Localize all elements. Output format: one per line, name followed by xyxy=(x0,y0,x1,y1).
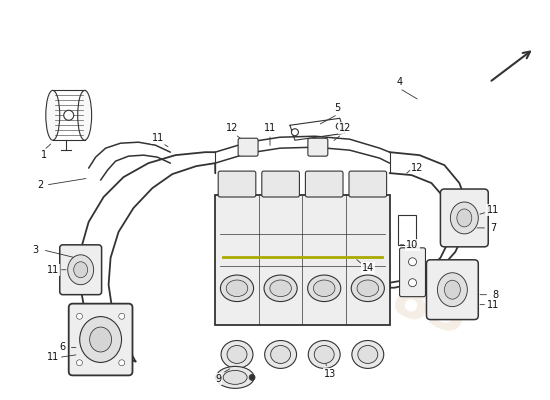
Circle shape xyxy=(409,279,416,287)
Circle shape xyxy=(76,313,82,319)
Text: a passion
for cars
since 1985: a passion for cars since 1985 xyxy=(272,258,347,321)
Ellipse shape xyxy=(271,346,290,364)
Circle shape xyxy=(119,313,125,319)
Ellipse shape xyxy=(314,280,335,296)
Ellipse shape xyxy=(358,346,378,364)
FancyBboxPatch shape xyxy=(218,171,256,197)
Text: 7: 7 xyxy=(490,223,496,233)
Ellipse shape xyxy=(457,209,472,227)
Ellipse shape xyxy=(68,255,94,285)
Ellipse shape xyxy=(223,370,247,384)
Ellipse shape xyxy=(357,280,378,296)
Text: 5: 5 xyxy=(334,103,341,113)
Text: 12: 12 xyxy=(226,123,238,133)
Ellipse shape xyxy=(437,273,467,307)
Text: 11: 11 xyxy=(47,352,59,362)
Circle shape xyxy=(292,129,299,136)
Ellipse shape xyxy=(352,340,384,368)
Ellipse shape xyxy=(351,275,384,302)
Ellipse shape xyxy=(80,316,122,362)
Text: 2: 2 xyxy=(38,180,44,190)
Text: 3: 3 xyxy=(33,245,39,255)
Ellipse shape xyxy=(314,346,334,364)
Text: 8: 8 xyxy=(492,290,498,300)
Text: 13: 13 xyxy=(324,369,336,379)
Ellipse shape xyxy=(226,280,248,296)
Ellipse shape xyxy=(270,280,292,296)
Circle shape xyxy=(409,258,416,266)
FancyBboxPatch shape xyxy=(349,171,387,197)
Text: 12: 12 xyxy=(411,163,424,173)
Ellipse shape xyxy=(264,275,297,302)
FancyBboxPatch shape xyxy=(399,248,426,297)
Text: 11: 11 xyxy=(47,265,59,275)
FancyBboxPatch shape xyxy=(262,171,299,197)
Circle shape xyxy=(76,360,82,366)
Ellipse shape xyxy=(221,275,254,302)
Text: 4: 4 xyxy=(397,78,403,88)
Circle shape xyxy=(215,374,221,380)
Text: 11: 11 xyxy=(264,123,276,133)
FancyBboxPatch shape xyxy=(305,171,343,197)
Text: 9: 9 xyxy=(215,374,221,384)
Ellipse shape xyxy=(46,90,60,140)
Ellipse shape xyxy=(227,346,247,364)
Text: 11: 11 xyxy=(487,300,499,310)
Text: 1: 1 xyxy=(41,150,47,160)
FancyBboxPatch shape xyxy=(238,138,258,156)
FancyBboxPatch shape xyxy=(441,189,488,247)
Circle shape xyxy=(336,123,343,130)
Ellipse shape xyxy=(90,327,112,352)
Text: 11: 11 xyxy=(152,133,164,143)
Ellipse shape xyxy=(216,366,254,388)
Text: 12: 12 xyxy=(339,123,351,133)
Circle shape xyxy=(249,374,255,380)
Ellipse shape xyxy=(308,340,340,368)
Ellipse shape xyxy=(74,262,87,278)
Ellipse shape xyxy=(78,90,92,140)
Text: 6: 6 xyxy=(60,342,66,352)
Text: 14: 14 xyxy=(361,263,374,273)
Circle shape xyxy=(119,360,125,366)
FancyBboxPatch shape xyxy=(215,195,389,324)
Text: 11: 11 xyxy=(487,205,499,215)
FancyBboxPatch shape xyxy=(308,138,328,156)
FancyBboxPatch shape xyxy=(60,245,102,295)
FancyBboxPatch shape xyxy=(426,260,478,320)
Text: 85: 85 xyxy=(384,271,475,348)
Ellipse shape xyxy=(221,340,253,368)
Ellipse shape xyxy=(444,280,460,299)
Circle shape xyxy=(64,110,74,120)
Text: 10: 10 xyxy=(406,240,419,250)
Ellipse shape xyxy=(450,202,478,234)
Ellipse shape xyxy=(265,340,296,368)
Ellipse shape xyxy=(307,275,341,302)
FancyBboxPatch shape xyxy=(69,304,133,375)
